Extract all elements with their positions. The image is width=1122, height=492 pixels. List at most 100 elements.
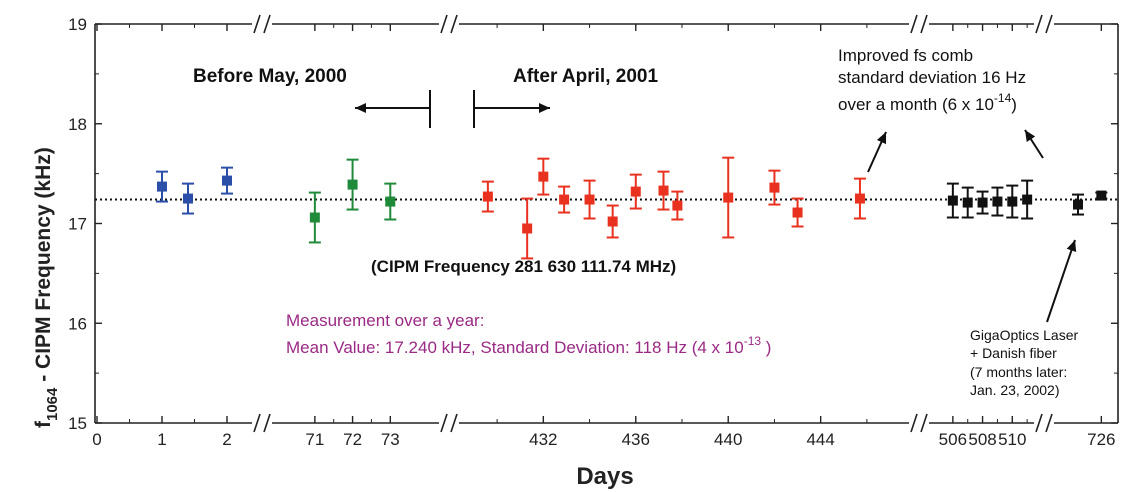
after-label: After April, 2001 bbox=[513, 66, 658, 87]
improved-comb-line-3-text: over a month (6 x 10 bbox=[838, 95, 994, 114]
axis-break-mark bbox=[1035, 413, 1043, 433]
improved-comb-line-1: Improved fs comb bbox=[838, 46, 973, 65]
x-tick-label: 1 bbox=[157, 430, 166, 449]
axis-break-mark bbox=[450, 413, 458, 433]
data-marker bbox=[630, 186, 641, 197]
y-axis-title-pre: f bbox=[32, 420, 55, 428]
data-point bbox=[606, 204, 619, 239]
data-marker bbox=[157, 181, 167, 192]
data-point bbox=[583, 179, 596, 220]
data-marker bbox=[962, 197, 973, 208]
data-point bbox=[156, 170, 168, 203]
y-tick-label: 18 bbox=[68, 115, 87, 134]
data-point bbox=[221, 166, 233, 195]
data-marker bbox=[584, 194, 595, 205]
improved-comb-line-3: over a month (6 x 10-14) bbox=[838, 91, 1017, 114]
data-point bbox=[1006, 184, 1019, 219]
y-tick-label: 17 bbox=[68, 215, 87, 234]
data-point bbox=[1095, 190, 1108, 201]
data-point bbox=[1072, 193, 1084, 216]
x-tick-label: 72 bbox=[343, 430, 362, 449]
data-point bbox=[521, 197, 534, 260]
x-tick-label: 440 bbox=[714, 430, 742, 449]
data-point bbox=[1021, 179, 1034, 220]
data-point bbox=[384, 182, 397, 221]
improved-comb-line-3-exponent: -14 bbox=[994, 91, 1012, 105]
y-axis-title-post: - CIPM Frequency (kHz) bbox=[32, 147, 55, 387]
data-point bbox=[346, 158, 359, 211]
x-tick-label: 726 bbox=[1087, 430, 1115, 449]
axis-break-mark bbox=[440, 14, 448, 34]
data-point bbox=[182, 182, 194, 215]
x-tick-label: 444 bbox=[806, 430, 834, 449]
data-marks bbox=[156, 156, 1108, 260]
data-marker bbox=[769, 182, 780, 193]
data-marker bbox=[658, 185, 669, 196]
gigaoptics-line-3: (7 months later: bbox=[970, 364, 1067, 380]
data-point bbox=[976, 190, 989, 215]
x-tick-label: 71 bbox=[305, 430, 324, 449]
data-marker bbox=[559, 194, 570, 205]
axis-break-mark bbox=[920, 413, 928, 433]
data-point bbox=[853, 177, 866, 220]
axis-break-mark bbox=[1045, 413, 1053, 433]
y-axis-title: f1064 - CIPM Frequency (kHz) bbox=[32, 147, 61, 428]
data-point bbox=[768, 169, 781, 206]
x-tick-label: 2 bbox=[222, 430, 231, 449]
axis-break-mark bbox=[253, 413, 261, 433]
axis-break-mark bbox=[920, 14, 928, 34]
data-marker bbox=[385, 196, 396, 207]
data-marker bbox=[347, 179, 358, 190]
before-arrow-head bbox=[355, 103, 366, 113]
axis-break-mark bbox=[253, 14, 261, 34]
data-marker bbox=[222, 175, 232, 186]
data-marker bbox=[538, 171, 549, 182]
annotation-arrows bbox=[355, 90, 1077, 323]
data-point bbox=[961, 186, 974, 219]
data-point bbox=[722, 156, 735, 239]
data-marker bbox=[672, 200, 683, 211]
measurement-line-2: Mean Value: 17.240 kHz, Standard Deviati… bbox=[286, 334, 771, 357]
axis-break-mark bbox=[450, 14, 458, 34]
axis-break-mark bbox=[263, 413, 271, 433]
axis-break-mark bbox=[263, 14, 271, 34]
x-tick-label: 73 bbox=[381, 430, 400, 449]
data-marker bbox=[947, 195, 958, 206]
data-point bbox=[946, 182, 959, 219]
data-point bbox=[991, 186, 1004, 217]
data-marker bbox=[183, 193, 193, 204]
data-point bbox=[657, 170, 670, 211]
data-marker bbox=[723, 192, 734, 203]
data-marker bbox=[992, 196, 1003, 207]
measurement-line-2-text: Mean Value: 17.240 kHz, Standard Deviati… bbox=[286, 338, 744, 357]
y-tick-label: 16 bbox=[68, 314, 87, 333]
data-point bbox=[671, 190, 684, 221]
axis-break-mark bbox=[1045, 14, 1053, 34]
data-marker bbox=[1007, 196, 1018, 207]
data-marker bbox=[482, 191, 493, 202]
after-arrow-head bbox=[539, 103, 550, 113]
y-tick-label: 19 bbox=[68, 15, 87, 34]
y-axis-title-sub: 1064 bbox=[44, 387, 61, 421]
improved-comb-arrow-left-head bbox=[876, 132, 887, 145]
data-point bbox=[481, 180, 494, 213]
data-point bbox=[629, 173, 642, 210]
improved-comb-line-3-close: ) bbox=[1011, 95, 1017, 114]
data-marker bbox=[1096, 190, 1107, 201]
measurement-line-2-exponent: -13 bbox=[744, 334, 762, 348]
axis-break-mark bbox=[1035, 14, 1043, 34]
gigaoptics-arrow-head bbox=[1066, 240, 1077, 253]
data-marker bbox=[977, 197, 988, 208]
axis-break-mark bbox=[910, 413, 918, 433]
cipm-frequency-label: (CIPM Frequency 281 630 111.74 MHz) bbox=[371, 257, 676, 276]
data-point bbox=[308, 191, 321, 244]
x-tick-label: 0 bbox=[92, 430, 101, 449]
data-marker bbox=[522, 223, 533, 234]
x-axis-title: Days bbox=[576, 463, 633, 490]
axis-break-mark bbox=[440, 413, 448, 433]
gigaoptics-line-2: + Danish fiber bbox=[970, 345, 1057, 361]
axes-frame bbox=[94, 14, 1119, 433]
data-marker bbox=[854, 193, 865, 204]
measurement-line-2-close: ) bbox=[761, 338, 771, 357]
